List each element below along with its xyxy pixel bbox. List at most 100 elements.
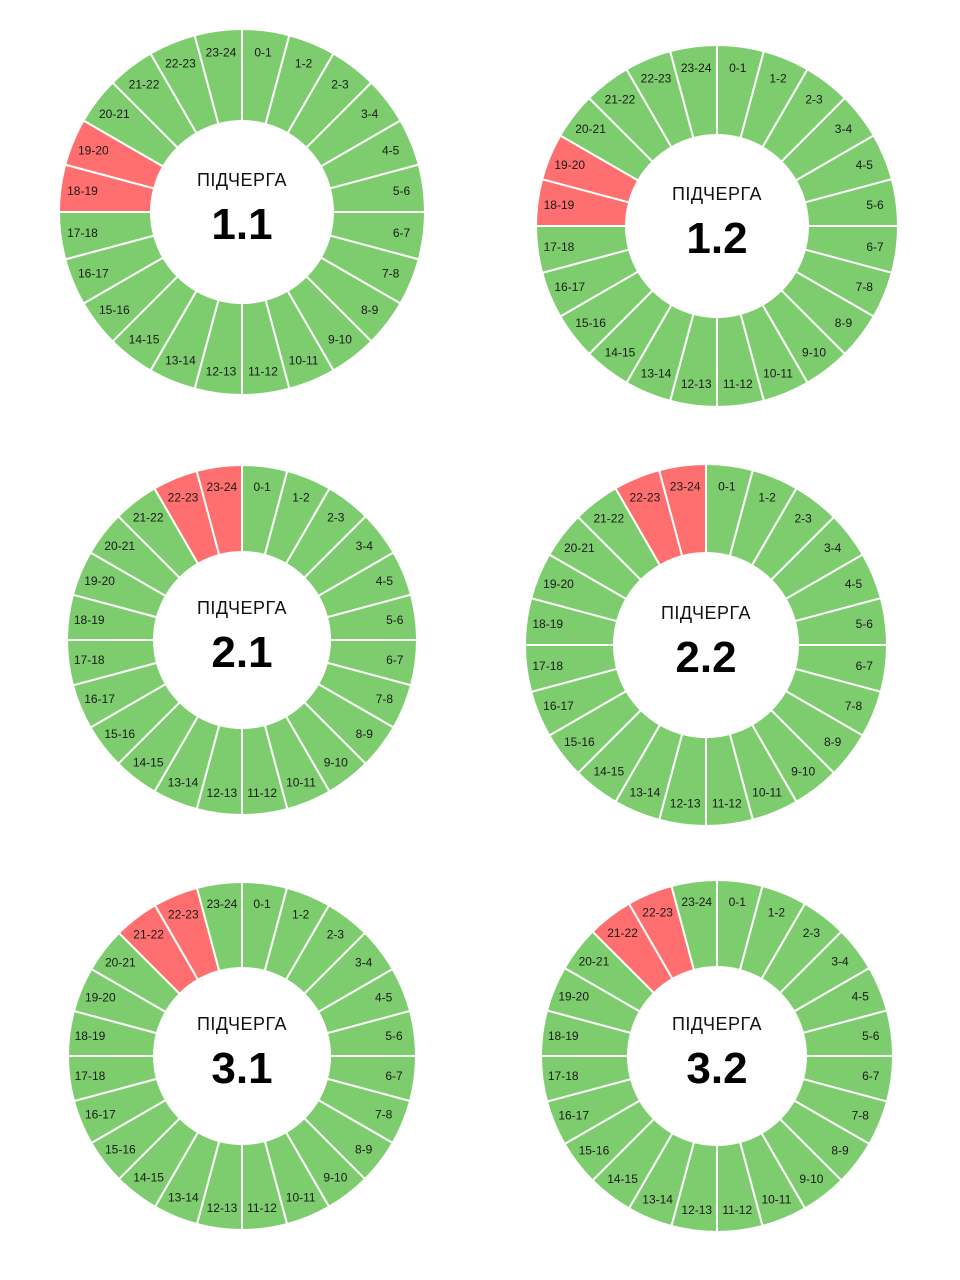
- hour-label: 20-21: [104, 539, 135, 553]
- wheel-center: [155, 969, 329, 1143]
- hour-label: 7-8: [375, 1108, 393, 1122]
- hour-label: 9-10: [799, 1172, 823, 1186]
- hour-label: 14-15: [607, 1172, 638, 1186]
- hour-label: 1-2: [758, 491, 776, 505]
- hour-label: 22-23: [165, 56, 196, 70]
- hour-label: 9-10: [324, 755, 348, 769]
- hour-segment-23-24: [657, 462, 707, 558]
- hour-label: 22-23: [630, 491, 661, 505]
- wheel-center: [615, 554, 797, 736]
- subqueue-caption: ПІДЧЕРГА: [672, 1014, 762, 1034]
- hour-label: 18-19: [548, 1029, 579, 1043]
- hour-label: 19-20: [558, 990, 589, 1004]
- hour-label: 22-23: [168, 491, 199, 505]
- hour-label: 20-21: [105, 956, 136, 970]
- hour-label: 6-7: [386, 653, 404, 667]
- hour-label: 0-1: [729, 895, 747, 909]
- hour-label: 3-4: [361, 107, 379, 121]
- hour-label: 8-9: [831, 1143, 849, 1157]
- schedule-wheel-3-1: 0-1 1-2 2-3 3-4 4-5 5-6 6-7 7-8 8-9 9-10 10-11 11-1…: [66, 880, 418, 1232]
- hour-label: 18-19: [75, 1029, 106, 1043]
- hour-label: 9-10: [328, 333, 352, 347]
- subqueue-number: 1.2: [686, 214, 747, 263]
- hour-label: 14-15: [593, 765, 624, 779]
- subqueue-caption: ПІДЧЕРГА: [197, 170, 287, 190]
- hour-label: 18-19: [74, 613, 105, 627]
- hour-label: 16-17: [84, 692, 115, 706]
- schedule-wheel-1-1: 0-1 1-2 2-3 3-4 4-5 5-6 6-7 7-8 8-9 9-10 10-11 11-1…: [57, 27, 427, 397]
- hour-label: 17-18: [544, 240, 575, 254]
- hour-label: 17-18: [548, 1069, 579, 1083]
- schedule-wheel-1-2: 0-1 1-2 2-3 3-4 4-5 5-6 6-7 7-8 8-9 9-10 10-11 11-1…: [534, 43, 900, 409]
- hour-segment-23-24: [670, 878, 718, 972]
- hour-label: 21-22: [605, 93, 636, 107]
- hour-label: 22-23: [641, 72, 672, 86]
- hour-label: 20-21: [564, 541, 595, 555]
- hour-label: 3-4: [835, 122, 853, 136]
- hour-label: 1-2: [769, 72, 787, 86]
- hour-label: 22-23: [642, 906, 673, 920]
- subqueue-number: 3.1: [211, 1044, 272, 1093]
- hour-label: 9-10: [323, 1171, 347, 1185]
- hour-label: 1-2: [292, 491, 310, 505]
- hour-label: 7-8: [852, 1108, 870, 1122]
- hour-segment-23-24: [195, 880, 243, 973]
- hour-label: 21-22: [129, 77, 160, 91]
- hour-label: 21-22: [133, 511, 164, 525]
- hour-label: 3-4: [831, 955, 849, 969]
- hour-label: 22-23: [168, 907, 199, 921]
- hour-label: 12-13: [207, 1201, 238, 1215]
- hour-label: 2-3: [795, 511, 813, 525]
- hour-label: 16-17: [78, 267, 109, 281]
- hour-label: 19-20: [84, 574, 115, 588]
- hour-label: 21-22: [607, 926, 638, 940]
- hour-label: 9-10: [791, 765, 815, 779]
- hour-label: 14-15: [133, 1171, 164, 1185]
- hour-label: 0-1: [253, 480, 271, 494]
- hour-label: 23-24: [670, 480, 701, 494]
- hour-label: 2-3: [327, 927, 345, 941]
- hour-label: 15-16: [105, 1142, 136, 1156]
- hour-label: 14-15: [129, 333, 160, 347]
- hour-label: 7-8: [382, 267, 400, 281]
- hour-label: 8-9: [356, 727, 374, 741]
- schedule-wheel-2-2: 0-1 1-2 2-3 3-4 4-5 5-6 6-7 7-8 8-9 9-10 10-11 11-1…: [523, 462, 889, 828]
- hour-label: 5-6: [866, 198, 884, 212]
- hour-label: 20-21: [579, 955, 610, 969]
- wheel-center: [152, 122, 332, 302]
- hour-label: 18-19: [67, 184, 98, 198]
- hour-label: 13-14: [168, 775, 199, 789]
- hour-label: 1-2: [292, 907, 310, 921]
- hour-label: 12-13: [681, 377, 712, 391]
- subqueue-number: 2.1: [211, 628, 272, 677]
- hour-label: 23-24: [206, 45, 237, 59]
- schedule-wheel-3-2: 0-1 1-2 2-3 3-4 4-5 5-6 6-7 7-8 8-9 9-10 10-11 11-1…: [539, 878, 895, 1234]
- subqueue-caption: ПІДЧЕРГА: [197, 598, 287, 618]
- hour-label: 3-4: [355, 956, 373, 970]
- hour-label: 18-19: [532, 617, 563, 631]
- hour-label: 12-13: [207, 786, 238, 800]
- hour-label: 2-3: [331, 77, 349, 91]
- hour-label: 6-7: [393, 226, 411, 240]
- hour-label: 15-16: [104, 727, 135, 741]
- hour-segment-23-24: [195, 463, 243, 557]
- hour-label: 12-13: [670, 796, 701, 810]
- hour-label: 8-9: [835, 316, 853, 330]
- hour-label: 5-6: [862, 1029, 880, 1043]
- wheel-center: [629, 968, 805, 1144]
- hour-label: 4-5: [845, 577, 863, 591]
- hour-label: 8-9: [355, 1142, 373, 1156]
- hour-label: 23-24: [207, 897, 238, 911]
- hour-label: 7-8: [856, 280, 874, 294]
- hour-label: 7-8: [845, 699, 863, 713]
- hour-label: 17-18: [75, 1069, 106, 1083]
- hour-label: 16-17: [554, 280, 585, 294]
- hour-label: 3-4: [356, 539, 374, 553]
- hour-label: 23-24: [207, 480, 238, 494]
- hour-label: 17-18: [74, 653, 105, 667]
- hour-label: 0-1: [729, 61, 747, 75]
- hour-label: 11-12: [722, 1203, 752, 1217]
- hour-label: 19-20: [554, 158, 585, 172]
- hour-label: 10-11: [286, 1191, 316, 1205]
- hour-label: 0-1: [253, 897, 271, 911]
